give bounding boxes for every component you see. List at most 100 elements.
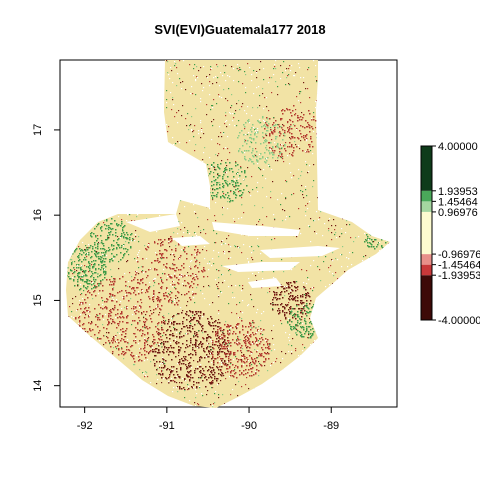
raster-pixel [388,107,390,109]
raster-pixel [254,388,256,390]
raster-pixel [351,359,353,361]
raster-pixel [211,185,213,187]
raster-pixel [267,125,269,127]
raster-pixel [274,294,276,296]
raster-pixel [80,284,82,286]
raster-pixel [366,294,368,296]
raster-pixel [64,272,65,273]
raster-pixel [307,149,309,151]
raster-pixel [136,170,138,172]
raster-pixel [210,349,212,351]
raster-pixel [162,241,164,243]
raster-pixel [337,278,339,280]
raster-pixel [81,205,83,207]
raster-pixel [305,380,307,382]
raster-pixel [100,283,102,285]
raster-pixel [248,304,250,306]
raster-pixel [227,337,229,339]
raster-pixel [307,307,309,309]
raster-pixel [393,97,394,98]
raster-pixel [248,119,250,121]
raster-pixel [156,231,158,233]
raster-pixel [130,293,132,295]
raster-pixel [89,280,91,282]
raster-pixel [236,327,238,329]
raster-pixel [179,359,181,361]
raster-pixel [133,340,135,342]
raster-pixel [265,133,267,135]
raster-pixel [109,157,111,159]
raster-pixel [160,374,162,376]
raster-pixel [306,303,308,305]
raster-pixel [157,325,159,327]
raster-pixel [258,375,260,377]
raster-pixel [84,169,86,171]
raster-pixel [79,325,81,327]
raster-pixel [169,334,171,336]
raster-pixel [88,290,90,292]
raster-pixel [387,126,389,128]
raster-pixel [200,177,202,179]
raster-pixel [215,331,217,333]
raster-pixel [136,116,138,118]
raster-pixel [161,322,163,324]
raster-pixel [174,65,176,67]
raster-pixel [135,313,137,315]
raster-pixel [123,152,125,154]
raster-pixel [266,160,268,162]
raster-pixel [194,344,196,346]
raster-pixel [114,281,116,283]
raster-pixel [89,247,91,249]
raster-pixel [180,347,182,349]
raster-pixel [375,239,377,241]
raster-pixel [162,208,164,210]
raster-pixel [371,239,373,241]
raster-pixel [255,275,257,277]
raster-pixel [218,319,220,321]
raster-pixel [345,286,347,288]
raster-pixel [361,98,363,100]
raster-pixel [360,295,362,297]
raster-pixel [206,354,208,356]
raster-pixel [312,328,314,330]
raster-pixel [164,323,166,325]
raster-pixel [92,273,94,275]
raster-pixel [204,331,206,333]
raster-pixel [89,304,91,306]
raster-pixel [342,218,344,220]
raster-pixel [218,288,220,290]
raster-pixel [106,171,108,173]
raster-pixel [336,103,338,105]
raster-pixel [212,380,214,382]
raster-pixel [210,382,212,384]
raster-pixel [123,158,125,160]
raster-pixel [73,378,75,380]
raster-pixel [117,345,119,347]
raster-pixel [320,326,322,328]
raster-pixel [249,335,251,337]
raster-pixel [259,69,261,71]
raster-pixel [99,290,101,292]
raster-pixel [90,404,92,406]
raster-pixel [244,342,246,344]
raster-pixel [292,296,294,298]
raster-pixel [153,359,155,361]
raster-pixel [125,330,127,332]
raster-pixel [99,275,101,277]
raster-pixel [217,362,219,364]
raster-pixel [159,106,161,108]
raster-pixel [300,302,302,304]
raster-pixel [291,289,293,291]
raster-pixel [91,264,93,266]
raster-pixel [193,381,195,383]
raster-pixel [271,152,273,154]
raster-pixel [253,139,255,141]
raster-pixel [203,370,205,372]
raster-pixel [193,317,195,319]
raster-pixel [144,163,146,165]
raster-pixel [334,338,336,340]
raster-pixel [208,351,210,353]
raster-pixel [173,160,175,162]
raster-pixel [290,70,292,72]
raster-pixel [311,323,313,325]
